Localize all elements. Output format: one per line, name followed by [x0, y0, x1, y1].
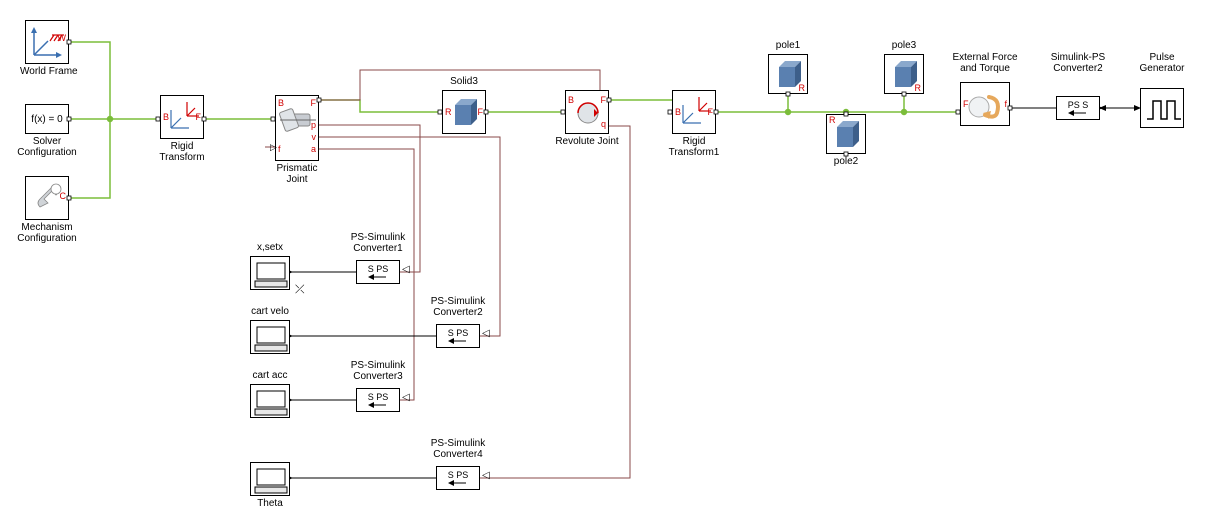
ps-conv1-block[interactable]: S PS: [356, 260, 400, 284]
scope3-label: cart acc: [246, 370, 294, 381]
rigid-transform-block[interactable]: B F: [160, 95, 204, 139]
port-label: p: [311, 120, 316, 130]
solver-config-text: f(x) = 0: [31, 114, 62, 125]
port-label: a: [311, 144, 316, 154]
scope1-block[interactable]: [250, 256, 290, 290]
scope-icon: [251, 321, 291, 355]
rigid-transform1-label: Rigid Transform1: [662, 136, 726, 158]
ext-force-block[interactable]: F f: [960, 82, 1010, 126]
scope-icon: [251, 257, 291, 291]
sps-conv2-top-block[interactable]: PS S: [1056, 96, 1100, 120]
ps-conv1-label: PS-Simulink Converter1: [340, 232, 416, 254]
solver-config-block[interactable]: f(x) = 0: [25, 104, 69, 134]
arrow-left-icon: [1068, 110, 1088, 116]
ps-conv2-text: S PS: [448, 328, 469, 338]
arrow-left-icon: [368, 402, 388, 408]
ps-conv4-label: PS-Simulink Converter4: [420, 438, 496, 460]
scope2-label: cart velo: [244, 306, 296, 317]
prismatic-joint-label: Prismatic Joint: [270, 163, 324, 185]
world-frame-label: World Frame: [20, 66, 74, 77]
pulse-icon: [1141, 89, 1185, 129]
sps-conv2-top-label: Simulink-PS Converter2: [1044, 52, 1112, 74]
port-label: F: [601, 95, 607, 105]
ps-conv2-block[interactable]: S PS: [436, 324, 480, 348]
port-label: R: [829, 115, 836, 125]
sps-conv2-top-text: PS S: [1068, 100, 1089, 110]
ps-conv1-text: S PS: [368, 264, 389, 274]
rigid-transform-label: Rigid Transform: [154, 141, 210, 163]
ps-conv2-label: PS-Simulink Converter2: [420, 296, 496, 318]
port-label: f: [278, 144, 281, 154]
diagram-wires: [0, 0, 1211, 525]
pole1-block[interactable]: R: [768, 54, 808, 94]
in-triangle-icon: ◁: [402, 264, 410, 275]
in-triangle-icon: ◁: [482, 470, 490, 481]
solid3-label: Solid3: [442, 76, 486, 87]
scope-icon: [251, 385, 291, 419]
rigid-transform1-block[interactable]: B F: [672, 90, 716, 134]
pole2-label: pole2: [826, 156, 866, 167]
ps-conv3-label: PS-Simulink Converter3: [340, 360, 416, 382]
scope4-block[interactable]: [250, 462, 290, 496]
port-label: F: [963, 99, 969, 109]
port-label: F: [311, 98, 317, 108]
ps-conv4-text: S PS: [448, 470, 469, 480]
port-label: q: [601, 119, 606, 129]
pole3-label: pole3: [884, 40, 924, 51]
port-markers: [0, 0, 1211, 525]
arrow-left-icon: [448, 480, 468, 486]
in-triangle-icon: ◁: [482, 328, 490, 339]
solver-config-label: Solver Configuration: [12, 136, 82, 158]
arrow-left-icon: [368, 274, 388, 280]
ext-force-label: External Force and Torque: [946, 52, 1024, 74]
port-label: F: [708, 107, 714, 117]
arrow-left-icon: [448, 338, 468, 344]
pole2-block[interactable]: R: [826, 114, 866, 154]
port-label: F: [478, 107, 484, 117]
scope1-label: x,setx: [248, 242, 292, 253]
port-label: B: [163, 112, 169, 122]
scope4-label: Theta: [252, 498, 288, 509]
scope-icon: [251, 463, 291, 497]
port-label: C: [60, 191, 67, 201]
world-frame-icon: [26, 21, 70, 65]
scope1-extra-icon: ⤫: [295, 282, 305, 297]
port-label: R: [799, 83, 806, 93]
pole3-block[interactable]: R: [884, 54, 924, 94]
ps-conv4-block[interactable]: S PS: [436, 466, 480, 490]
mech-config-label: Mechanism Configuration: [10, 222, 84, 244]
port-label: f: [1004, 99, 1007, 109]
port-label: W: [58, 33, 67, 43]
revolute-joint-label: Revolute Joint: [552, 136, 622, 147]
pulse-gen-label: Pulse Generator: [1132, 52, 1192, 74]
pole1-label: pole1: [768, 40, 808, 51]
port-label: B: [675, 107, 681, 117]
solid3-block[interactable]: R F: [442, 90, 486, 134]
pulse-gen-block[interactable]: [1140, 88, 1184, 128]
scope3-block[interactable]: [250, 384, 290, 418]
ps-conv3-text: S PS: [368, 392, 389, 402]
port-label: R: [915, 83, 922, 93]
ps-conv3-block[interactable]: S PS: [356, 388, 400, 412]
mech-config-block[interactable]: C: [25, 176, 69, 220]
port-label: ▷: [270, 142, 277, 153]
revolute-joint-block[interactable]: B F q: [565, 90, 609, 134]
port-label: B: [568, 95, 574, 105]
port-label: F: [196, 112, 202, 122]
in-triangle-icon: ◁: [402, 392, 410, 403]
scope2-block[interactable]: [250, 320, 290, 354]
world-frame-block[interactable]: W: [25, 20, 69, 64]
prismatic-joint-block[interactable]: B F ▷ f p v a: [275, 95, 319, 161]
port-label: v: [312, 132, 317, 142]
port-label: B: [278, 98, 284, 108]
port-label: R: [445, 107, 452, 117]
